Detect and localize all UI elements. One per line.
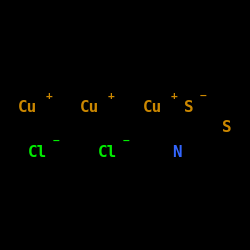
Text: N: N: [172, 145, 182, 160]
Text: +: +: [46, 91, 53, 101]
Text: Cl: Cl: [98, 145, 117, 160]
Text: Cu: Cu: [18, 100, 37, 115]
Text: −: −: [123, 136, 130, 146]
Text: +: +: [171, 91, 178, 101]
Text: Cu: Cu: [143, 100, 162, 115]
Text: Cu: Cu: [80, 100, 99, 115]
Text: S: S: [222, 120, 232, 135]
Text: −: −: [53, 136, 60, 146]
Text: S: S: [184, 100, 194, 115]
Text: Cl: Cl: [28, 145, 47, 160]
Text: −: −: [200, 91, 207, 101]
Text: +: +: [108, 91, 115, 101]
